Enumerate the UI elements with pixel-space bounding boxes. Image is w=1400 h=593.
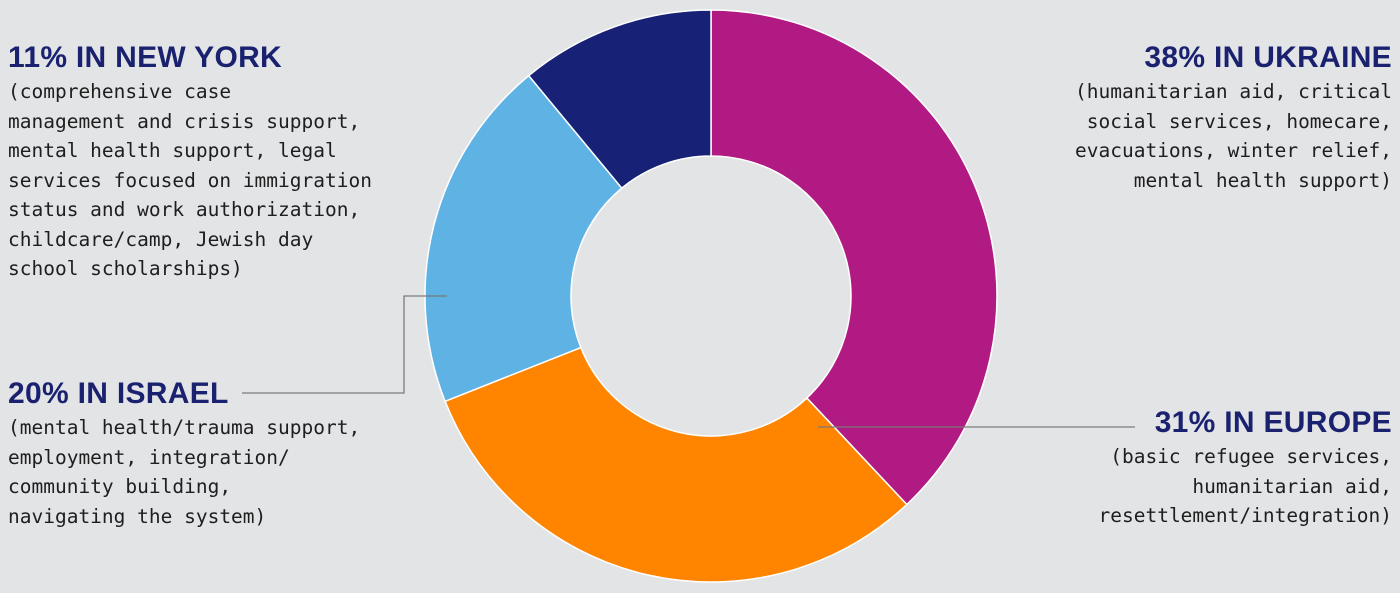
label-description-ukraine: (humanitarian aid, critical social servi… [1075, 80, 1392, 192]
donut-slice-in-ukraine [710, 9, 998, 506]
label-title-ukraine: 38% IN UKRAINE [1144, 41, 1392, 74]
label-europe: 31% IN EUROPE (basic refugee services, h… [1099, 406, 1393, 531]
label-israel: 20% IN ISRAEL (mental health/trauma supp… [8, 377, 360, 531]
label-title-israel: 20% IN ISRAEL [8, 377, 229, 410]
label-description-israel: (mental health/trauma support, employmen… [8, 416, 361, 528]
donut-slice-in-new-york [527, 9, 712, 190]
label-title-europe: 31% IN EUROPE [1154, 406, 1392, 439]
slices-group [424, 9, 998, 583]
label-description-europe: (basic refugee services, humanitarian ai… [1098, 445, 1393, 527]
donut-slice-in-europe [444, 346, 908, 583]
label-ukraine: 38% IN UKRAINE (humanitarian aid, critic… [1075, 41, 1392, 195]
donut-slice-in-israel [424, 74, 623, 403]
label-title-new-york: 11% IN NEW YORK [8, 41, 283, 74]
leader-line-israel [242, 295, 447, 394]
label-new-york: 11% IN NEW YORK (comprehensive case mana… [8, 41, 372, 284]
label-description-new-york: (comprehensive case management and crisi… [8, 80, 372, 280]
